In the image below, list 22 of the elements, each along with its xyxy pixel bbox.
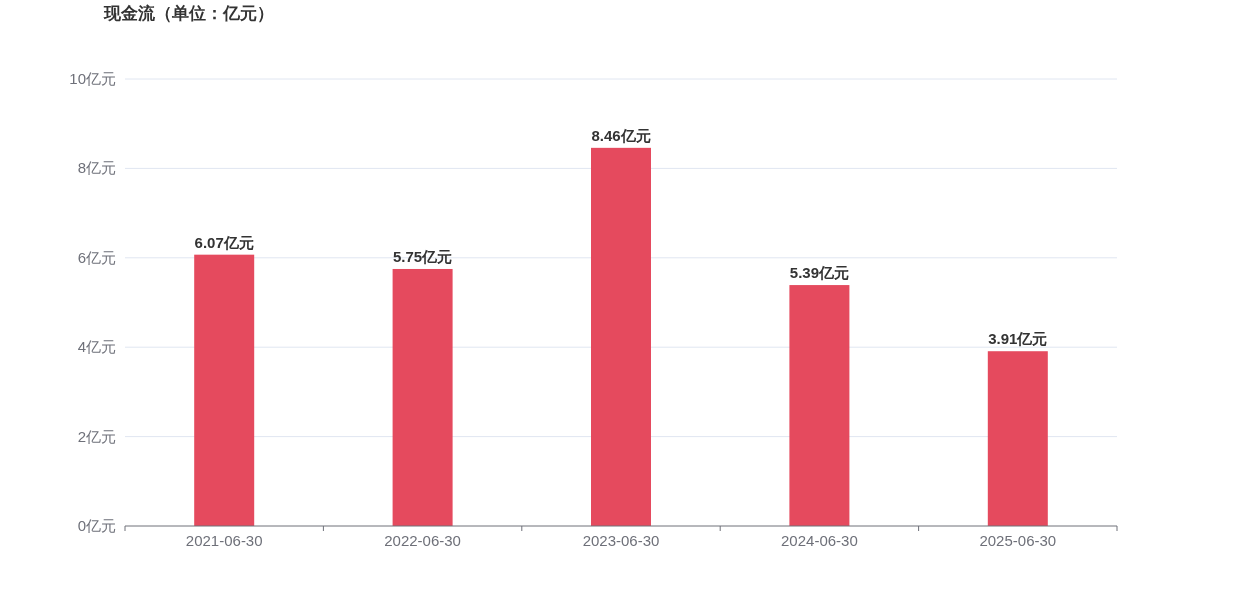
data-label: 5.75亿元 <box>393 247 453 265</box>
y-tick-label: 8亿元 <box>77 159 116 177</box>
data-label: 6.07亿元 <box>194 233 254 251</box>
bar <box>789 285 850 526</box>
data-label: 5.39亿元 <box>789 264 849 282</box>
chart-title: 现金流（单位：亿元） <box>103 4 274 23</box>
bar <box>987 351 1048 526</box>
x-tick-label: 2021-06-30 <box>185 532 263 549</box>
bar <box>591 147 651 526</box>
y-tick-label: 4亿元 <box>77 338 116 356</box>
x-tick-label: 2023-06-30 <box>582 532 660 549</box>
y-tick-label: 6亿元 <box>77 248 116 266</box>
x-tick-label: 2025-06-30 <box>979 532 1057 549</box>
x-tick-label: 2024-06-30 <box>781 532 858 549</box>
y-tick-label: 0亿元 <box>77 517 116 534</box>
y-tick-label: 10亿元 <box>69 70 116 87</box>
x-tick-label: 2022-06-30 <box>384 532 461 549</box>
bar <box>392 268 453 526</box>
y-tick-label: 2亿元 <box>77 427 116 445</box>
data-label: 8.46亿元 <box>591 126 651 144</box>
data-label: 3.91亿元 <box>988 330 1048 348</box>
bar <box>194 254 255 526</box>
